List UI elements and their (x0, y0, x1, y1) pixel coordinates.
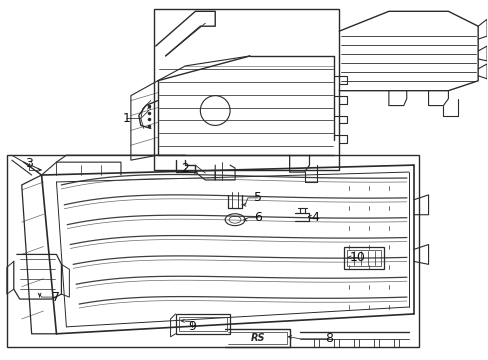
Text: 2: 2 (181, 162, 189, 175)
Text: 8: 8 (325, 332, 333, 345)
Bar (153, 9, 339, 170)
Bar (344, 247, 383, 269)
Text: RS: RS (250, 333, 264, 343)
Text: 10: 10 (348, 251, 365, 264)
Bar (178, 317, 226, 331)
Text: 1: 1 (122, 112, 131, 125)
Text: 7: 7 (52, 291, 61, 303)
Bar (175, 314, 230, 334)
Text: 9: 9 (188, 320, 196, 333)
Bar (7, 155, 418, 347)
Text: 6: 6 (253, 211, 261, 224)
Bar (346, 251, 380, 266)
Text: 5: 5 (253, 192, 262, 204)
Text: 3: 3 (25, 157, 33, 170)
Text: 4: 4 (311, 211, 319, 224)
